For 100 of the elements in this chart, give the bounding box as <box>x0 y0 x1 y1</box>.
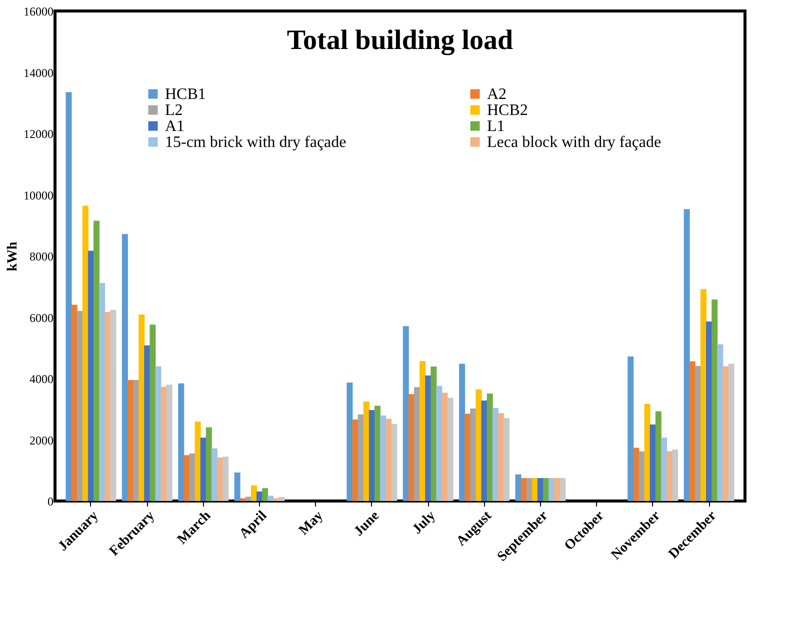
y-tick-label: 10000 <box>24 188 54 202</box>
bar <box>498 413 504 501</box>
bar <box>717 344 724 501</box>
bar <box>520 478 527 501</box>
bar <box>447 398 454 501</box>
x-tick-label: June <box>352 508 383 540</box>
y-tick-label: 6000 <box>30 310 54 325</box>
legend-label: A2 <box>487 86 507 103</box>
legend-label: HCB2 <box>487 102 528 119</box>
bar <box>628 356 634 501</box>
bar <box>700 289 706 501</box>
bar <box>644 404 650 501</box>
bar <box>548 478 555 501</box>
x-tick-label: May <box>296 508 326 538</box>
bar <box>200 438 206 501</box>
bar <box>178 383 184 501</box>
bar <box>414 387 420 501</box>
bar <box>138 314 145 501</box>
y-tick-label: 16000 <box>24 4 54 18</box>
bar <box>476 390 482 501</box>
text: Total building load <box>286 25 514 56</box>
bar <box>278 497 285 501</box>
bar <box>374 406 380 501</box>
bar <box>250 485 257 501</box>
bar <box>672 450 678 501</box>
bar <box>71 304 78 501</box>
bar <box>368 410 375 501</box>
bar <box>543 478 550 501</box>
bar <box>206 427 212 501</box>
y-tick-label: 12000 <box>24 127 54 141</box>
legend-label: L2 <box>165 102 183 119</box>
bar <box>363 401 370 501</box>
bar <box>532 478 538 501</box>
y-tick-label: 4000 <box>30 372 54 386</box>
y-axis-title: kWh <box>6 242 20 272</box>
y-tick-label: 8000 <box>30 250 54 264</box>
bar <box>211 448 218 501</box>
bar <box>358 414 364 501</box>
bar <box>554 478 560 501</box>
bar <box>222 456 229 501</box>
bar <box>459 364 466 501</box>
bar <box>712 299 718 501</box>
bar <box>655 411 662 501</box>
bar <box>420 361 426 501</box>
bar <box>76 310 83 501</box>
bar <box>638 451 645 501</box>
bar <box>722 366 729 501</box>
bar <box>402 326 409 501</box>
bar <box>240 498 246 501</box>
bar <box>66 92 72 501</box>
bar <box>694 366 701 501</box>
bar <box>133 380 140 501</box>
bar <box>425 375 432 501</box>
bar <box>122 234 128 501</box>
bar <box>88 250 94 501</box>
bar <box>689 361 696 501</box>
bar <box>492 408 498 501</box>
bar <box>660 438 667 501</box>
bar <box>268 496 274 501</box>
bar <box>526 478 532 501</box>
bar <box>386 418 392 501</box>
bar <box>166 384 172 501</box>
bar <box>110 310 116 501</box>
bar <box>127 380 134 501</box>
bar <box>104 312 111 501</box>
bar <box>155 366 162 501</box>
bar <box>481 400 488 501</box>
bar <box>436 386 442 501</box>
legend-label: L1 <box>487 118 505 135</box>
bar <box>537 478 544 501</box>
bar <box>189 454 196 501</box>
bar <box>245 496 252 501</box>
x-tick-label: July <box>410 508 439 538</box>
bar <box>99 282 106 501</box>
bar <box>430 366 437 501</box>
bar <box>94 220 100 501</box>
bar <box>262 488 268 501</box>
bar <box>515 474 522 501</box>
y-tick-label: 14000 <box>24 66 54 80</box>
y-tick-label: 0 <box>48 494 54 508</box>
bar <box>346 382 353 501</box>
bar <box>666 451 673 501</box>
bar <box>706 322 712 501</box>
bar <box>633 448 640 501</box>
bar <box>217 458 224 501</box>
bar <box>470 408 476 501</box>
bar <box>150 324 156 501</box>
bar <box>728 364 734 501</box>
bar <box>391 424 398 501</box>
bar <box>273 498 280 501</box>
bar <box>408 394 414 501</box>
bar <box>684 209 690 501</box>
bar <box>234 472 240 501</box>
bar <box>194 422 201 501</box>
bar <box>560 478 566 501</box>
bar <box>504 418 510 501</box>
y-tick-label: 2000 <box>30 433 54 448</box>
bar <box>352 420 358 501</box>
bar <box>144 345 150 501</box>
legend-label: 15-cm brick with dry façade <box>165 134 346 151</box>
